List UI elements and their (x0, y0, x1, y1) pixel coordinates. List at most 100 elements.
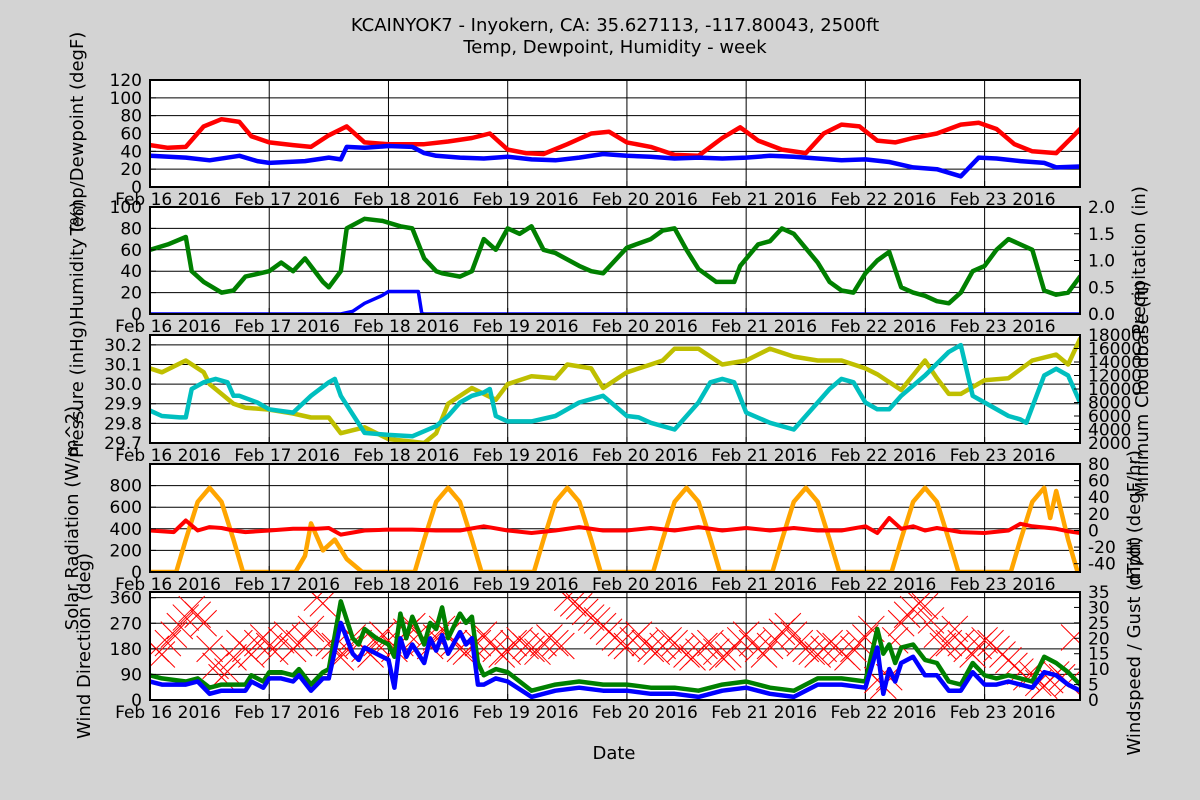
y-right-tick-label: -20 (1088, 538, 1116, 558)
x-tick-label: Feb 20 2016 (592, 575, 698, 595)
chart-panel-2: Feb 16 2016 Feb 17 2016 Feb 18 2016 Feb 19 … (67, 186, 1150, 337)
x-tick-label: Feb 23 2016 (950, 446, 1056, 466)
wind-direction-marker (291, 624, 319, 651)
x-tick-label: Feb 23 2016 (950, 317, 1056, 337)
wind-direction-marker (166, 612, 194, 640)
wind-direction-marker (1060, 624, 1080, 651)
x-tick-label: Feb 19 2016 (473, 317, 579, 337)
wind-direction-marker (929, 632, 957, 660)
y-tick-label: 360 (110, 589, 142, 609)
y-right-tick-label: 0.0 (1088, 305, 1115, 325)
y-right-tick-label: 8000 (1088, 394, 1131, 414)
y-right-axis-label: Windspeed / Gust (mph) (1124, 536, 1145, 755)
y-tick-label: 20 (120, 284, 142, 304)
y-right-tick-label: 25 (1088, 614, 1110, 634)
y-right-tick-label: 4000 (1088, 421, 1131, 441)
x-tick-label: Feb 17 2016 (234, 446, 340, 466)
y-right-tick-label: 35 (1088, 583, 1110, 603)
y-tick-label: 120 (110, 71, 142, 91)
y-tick-label: 270 (110, 614, 142, 634)
x-axis-label: Date (592, 743, 635, 764)
y-tick-label: 100 (110, 89, 142, 109)
wind-direction-marker (577, 604, 605, 631)
x-tick-label: Feb 23 2016 (950, 190, 1056, 210)
y-tick-label: 200 (110, 541, 142, 561)
series-2-line (150, 143, 1080, 179)
y-right-tick-label: 2.0 (1088, 198, 1115, 218)
x-tick-label: Feb 16 2016 (115, 190, 221, 210)
series-group (150, 592, 1080, 700)
y-right-tick-label: 30 (1088, 598, 1110, 618)
series-2-line (150, 516, 1080, 537)
y-right-tick-label: 15 (1088, 645, 1110, 665)
y-tick-label: 0 (131, 178, 142, 198)
wind-direction-marker (464, 629, 492, 657)
wind-direction-marker (905, 592, 933, 617)
y-right-tick-label: 16000 (1088, 340, 1142, 360)
wind-direction-marker (798, 638, 826, 666)
y-axis-label: Solar Radiation (W/m^2) (62, 406, 83, 630)
chart-panel-5: Feb 16 2016 Feb 17 2016 Feb 18 2016 Feb 19 … (74, 536, 1145, 755)
y-right-tick-label: 2000 (1088, 434, 1131, 454)
y-tick-label: 29.7 (104, 434, 142, 454)
wind-direction-marker (607, 629, 635, 657)
y-axis-label: Temp/Dewpoint (degF) (67, 32, 88, 237)
y-right-tick-label: -40 (1088, 555, 1116, 575)
x-tick-label: Feb 21 2016 (711, 703, 817, 723)
figure-title: KCAINYOK7 - Inyokern, CA: 35.627113, -11… (351, 15, 879, 36)
x-tick-label: Feb 18 2016 (354, 190, 460, 210)
wind-direction-marker (637, 635, 665, 663)
y-tick-label: 400 (110, 520, 142, 540)
y-axis-label: Wind Direction (deg) (74, 553, 95, 739)
y-right-tick-label: 1.0 (1088, 252, 1115, 272)
wind-direction-marker (249, 624, 277, 651)
x-tick-label: Feb 18 2016 (354, 446, 460, 466)
figure-subtitle: Temp, Dewpoint, Humidity - week (462, 37, 767, 58)
wind-direction-marker (917, 607, 945, 634)
plot-frame (149, 463, 1081, 573)
x-tick-label: Feb 22 2016 (830, 190, 936, 210)
x-tick-label: Feb 17 2016 (234, 703, 340, 723)
x-tick-label: Feb 19 2016 (473, 575, 579, 595)
x-tick-label: Feb 16 2016 (115, 575, 221, 595)
plot-area (150, 335, 1080, 443)
wind-direction-marker (887, 609, 915, 637)
x-tick-label: Feb 19 2016 (473, 446, 579, 466)
wind-direction-marker (160, 621, 188, 648)
y-tick-label: 30.2 (104, 336, 142, 356)
y-tick-label: 0 (131, 691, 142, 711)
y-right-tick-label: 1.5 (1088, 225, 1115, 245)
y-tick-label: 0 (131, 305, 142, 325)
y-right-axis-label: Precipitation (in) (1129, 186, 1150, 335)
wind-direction-marker (297, 615, 325, 643)
wind-direction-marker (714, 641, 742, 668)
y-right-tick-label: 60 (1088, 472, 1110, 492)
y-right-tick-label: 20 (1088, 505, 1110, 525)
x-tick-label: Feb 20 2016 (592, 190, 698, 210)
y-right-tick-label: 20 (1088, 629, 1110, 649)
wind-direction-marker (500, 629, 528, 657)
x-tick-label: Feb 18 2016 (354, 317, 460, 337)
x-tick-label: Feb 18 2016 (354, 703, 460, 723)
y-tick-label: 180 (110, 640, 142, 660)
wind-direction-marker (273, 621, 301, 648)
wind-direction-marker (542, 629, 569, 657)
y-tick-label: 29.9 (104, 395, 142, 415)
y-tick-label: 30.1 (104, 355, 142, 375)
y-right-tick-label: 0 (1088, 521, 1099, 541)
wind-direction-marker (184, 601, 212, 629)
x-tick-label: Feb 23 2016 (950, 703, 1056, 723)
y-axis-label: Humidity (%) (67, 201, 88, 320)
y-axis-label: Pressure (inHg) (67, 320, 88, 458)
x-tick-label: Feb 19 2016 (473, 190, 579, 210)
y-tick-label: 40 (120, 142, 142, 162)
wind-direction-marker (780, 621, 808, 648)
wind-direction-marker (309, 592, 337, 617)
x-tick-label: Feb 21 2016 (711, 575, 817, 595)
wind-direction-marker (750, 641, 778, 668)
plot-frame (149, 591, 1081, 701)
series-1-markers (150, 592, 1080, 700)
y-right-axis-label: Minimum Cloudbase (ft) (1132, 281, 1153, 497)
wind-direction-marker (220, 644, 247, 671)
wind-direction-marker (941, 615, 969, 643)
